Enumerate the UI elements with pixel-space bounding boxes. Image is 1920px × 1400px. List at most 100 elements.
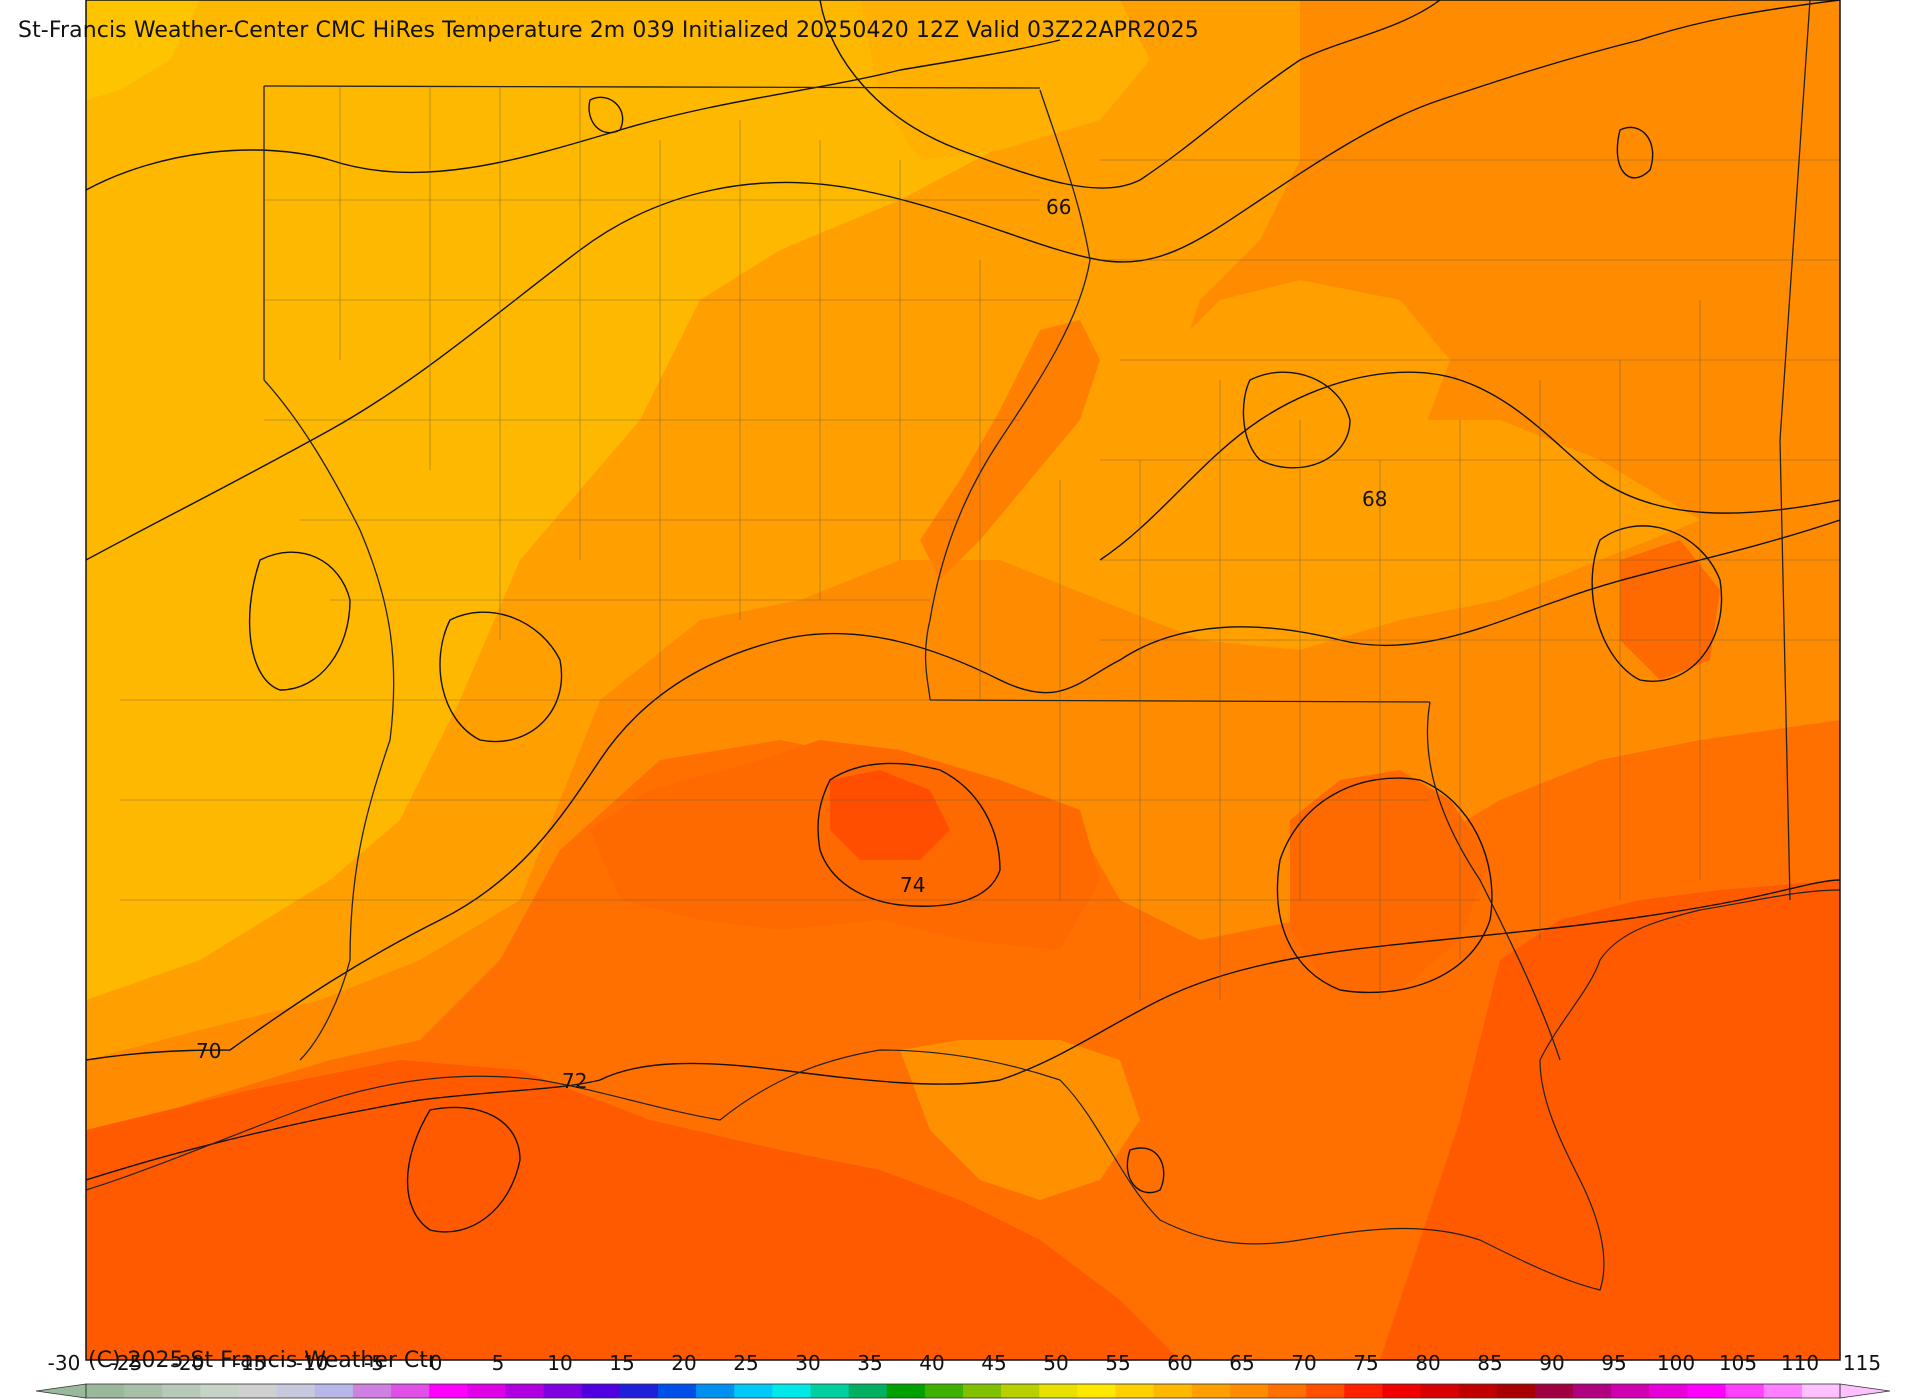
colorbar-swatch bbox=[963, 1384, 1002, 1398]
colorbar-swatch bbox=[1268, 1384, 1307, 1398]
temp-zone-70-coastal-lobe bbox=[900, 1040, 1140, 1200]
contour-label-68: 68 bbox=[1362, 487, 1387, 511]
colorbar-swatch bbox=[772, 1384, 811, 1398]
isotherm-74 bbox=[817, 762, 1001, 907]
isotherm-72-lobe-east bbox=[1591, 525, 1723, 682]
colorbar-right-arrow bbox=[1839, 1383, 1891, 1399]
colorbar-tick-label: 20 bbox=[671, 1351, 696, 1375]
colorbar-tick-label: 45 bbox=[981, 1351, 1006, 1375]
colorbar-border bbox=[85, 1383, 1841, 1399]
colorbar-tick-label: -30 bbox=[48, 1351, 81, 1375]
colorbar-tick-label: 95 bbox=[1601, 1351, 1626, 1375]
state-boundary-river bbox=[263, 379, 395, 1061]
colorbar-swatch bbox=[1306, 1384, 1345, 1398]
state-boundary-central bbox=[929, 699, 1431, 703]
colorbar-tick-label: 5 bbox=[492, 1351, 505, 1375]
isotherm-70-lobe-1 bbox=[248, 551, 351, 691]
state-boundary-north bbox=[263, 85, 1041, 89]
colorbar-left-arrow bbox=[35, 1383, 87, 1399]
colorbar-swatch bbox=[1382, 1384, 1422, 1398]
colorbar-swatch bbox=[1229, 1384, 1269, 1398]
colorbar-tick-label: 30 bbox=[795, 1351, 820, 1375]
colorbar-swatch bbox=[86, 1384, 125, 1398]
temp-zone-65 bbox=[86, 0, 1100, 1000]
colorbar-swatch bbox=[1420, 1384, 1460, 1398]
colorbar-swatch bbox=[543, 1384, 583, 1398]
isotherm-70-lobe-2 bbox=[439, 611, 563, 743]
colorbar-tick-label: 40 bbox=[919, 1351, 944, 1375]
colorbar-swatch bbox=[1077, 1384, 1117, 1398]
colorbar-tick-label: 15 bbox=[609, 1351, 634, 1375]
temp-zone-65-north bbox=[860, 0, 1150, 160]
isotherm-68-lobe-north bbox=[588, 96, 624, 134]
contour-label-66: 66 bbox=[1046, 195, 1071, 219]
colorbar-tick-label: 110 bbox=[1781, 1351, 1819, 1375]
temperature-colorbar bbox=[35, 1383, 1891, 1399]
state-boundaries bbox=[263, 0, 1811, 1061]
colorbar-tick-label: -25 bbox=[110, 1351, 143, 1375]
colorbar-swatch bbox=[391, 1384, 430, 1398]
gulf-coastline bbox=[85, 889, 1841, 1291]
colorbar-swatch bbox=[848, 1384, 888, 1398]
colorbar-swatch bbox=[1344, 1384, 1383, 1398]
contour-label-70: 70 bbox=[196, 1039, 221, 1063]
colorbar-swatch bbox=[1534, 1384, 1574, 1398]
temp-zone-70-river bbox=[920, 320, 1100, 580]
state-boundary-alabama bbox=[1426, 701, 1561, 1061]
colorbar-swatch bbox=[505, 1384, 545, 1398]
isotherm-74-east bbox=[1276, 777, 1493, 994]
isotherm-68-east bbox=[1099, 371, 1840, 561]
colorbar-tick-label: 90 bbox=[1539, 1351, 1564, 1375]
county-lines bbox=[120, 86, 1840, 1000]
colorbar-swatch bbox=[276, 1384, 316, 1398]
colorbar-tick-labels: -30 -25 -20 -15 -10 -5 0 5 10 15 20 25 30 35 40 45 50 55 6… bbox=[48, 1351, 1881, 1375]
colorbar-swatch bbox=[581, 1384, 621, 1398]
temp-zone-75-hotspot bbox=[830, 770, 950, 860]
temp-zone-72-east-spot bbox=[1620, 540, 1720, 680]
colorbar-swatch bbox=[429, 1384, 468, 1398]
temp-zone-74-inland-east bbox=[1290, 770, 1490, 990]
colorbar-swatch bbox=[1573, 1384, 1612, 1398]
colorbar-swatch bbox=[1496, 1384, 1536, 1398]
colorbar-swatch bbox=[1801, 1384, 1841, 1398]
colorbar-swatch bbox=[734, 1384, 773, 1398]
colorbar-swatch bbox=[657, 1384, 697, 1398]
colorbar-tick-label: 80 bbox=[1415, 1351, 1440, 1375]
isotherm-70-lobe-5 bbox=[1126, 1147, 1165, 1194]
colorbar-swatch bbox=[1763, 1384, 1803, 1398]
colorbar-tick-label: 25 bbox=[733, 1351, 758, 1375]
colorbar-swatch bbox=[696, 1384, 735, 1398]
colorbar-swatch bbox=[810, 1384, 850, 1398]
colorbar-tick-label: -10 bbox=[296, 1351, 329, 1375]
isotherm-70-lobe-3 bbox=[1242, 371, 1351, 469]
colorbar-tick-label: 75 bbox=[1353, 1351, 1378, 1375]
colorbar-swatch bbox=[619, 1384, 659, 1398]
map-frame bbox=[85, 0, 1841, 1361]
colorbar-tick-label: 10 bbox=[547, 1351, 572, 1375]
colorbar-swatch bbox=[238, 1384, 278, 1398]
colorbar-tick-label: -20 bbox=[172, 1351, 205, 1375]
colorbar-swatch bbox=[1687, 1384, 1727, 1398]
colorbar-swatch bbox=[124, 1384, 163, 1398]
colorbar-swatch bbox=[1191, 1384, 1231, 1398]
page-title: St-Francis Weather-Center CMC HiRes Temp… bbox=[18, 18, 1199, 43]
contour-label-74: 74 bbox=[900, 873, 925, 897]
state-boundary-mississippi bbox=[924, 89, 1091, 701]
colorbar-tick-label: 55 bbox=[1105, 1351, 1130, 1375]
colorbar-tick-label: 50 bbox=[1043, 1351, 1068, 1375]
colorbar-tick-label: 85 bbox=[1477, 1351, 1502, 1375]
colorbar-swatch bbox=[924, 1384, 964, 1398]
colorbar-swatch bbox=[467, 1384, 506, 1398]
colorbar-swatch bbox=[1725, 1384, 1765, 1398]
isotherm-66-west bbox=[86, 39, 1061, 191]
colorbar-tick-label: 105 bbox=[1719, 1351, 1757, 1375]
colorbar-swatch bbox=[352, 1384, 392, 1398]
colorbar-swatch bbox=[886, 1384, 926, 1398]
colorbar-tick-label: 35 bbox=[857, 1351, 882, 1375]
colorbar-swatch bbox=[1001, 1384, 1040, 1398]
contour-label-72: 72 bbox=[562, 1069, 587, 1093]
colorbar-swatch bbox=[1115, 1384, 1155, 1398]
colorbar-tick-label: -15 bbox=[234, 1351, 267, 1375]
colorbar-tick-label: 70 bbox=[1291, 1351, 1316, 1375]
